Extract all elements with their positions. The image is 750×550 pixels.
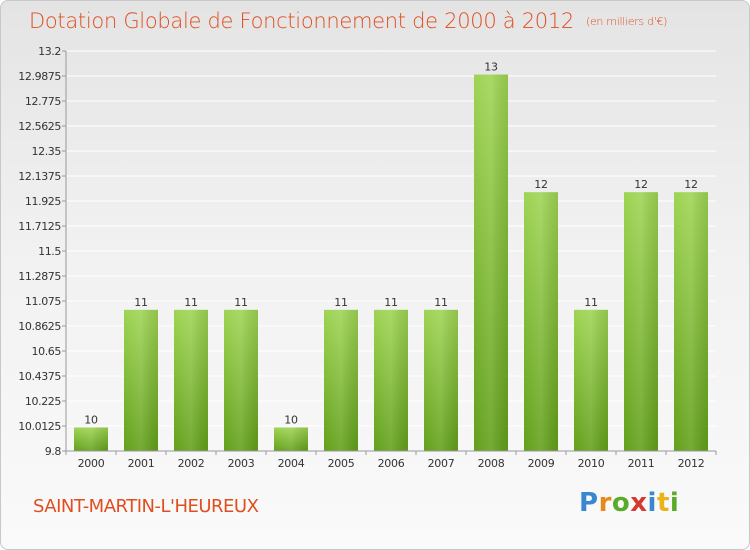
chart-title: Dotation Globale de Fonctionnement de 20… xyxy=(29,9,667,33)
y-tick-label: 11.2875 xyxy=(18,270,61,283)
data-label: 11 xyxy=(184,296,197,309)
bar-shade xyxy=(374,309,408,451)
x-tick-label: 2010 xyxy=(578,457,605,470)
data-label: 12 xyxy=(684,178,697,191)
data-label: 10 xyxy=(84,413,98,426)
y-tick-label: 10.8625 xyxy=(18,320,61,333)
y-tick-label: 11.075 xyxy=(25,295,61,308)
bar-shade xyxy=(424,309,458,451)
logo-letter: P xyxy=(579,488,599,518)
x-tick-label: 2005 xyxy=(328,457,355,470)
y-tick-label: 11.5 xyxy=(38,245,61,258)
logo-letter: t xyxy=(656,488,670,518)
y-tick-label: 12.1375 xyxy=(18,170,61,183)
bar-shade xyxy=(624,192,658,452)
bar-shade xyxy=(674,192,708,452)
x-tick-label: 2004 xyxy=(278,457,305,470)
bar-shade xyxy=(274,427,308,451)
proxiti-logo: Proxiti xyxy=(579,488,679,518)
y-tick-label: 12.5625 xyxy=(18,120,61,133)
bar-shade xyxy=(474,74,508,451)
y-tick-label: 12.9875 xyxy=(18,70,61,83)
x-tick-label: 2009 xyxy=(528,457,555,470)
data-label: 11 xyxy=(584,296,597,309)
x-tick-label: 2006 xyxy=(378,457,405,470)
x-tick-label: 2003 xyxy=(228,457,255,470)
data-labels: 10 11 11 11 10 11 11 11 13 12 11 12 12 xyxy=(84,61,698,427)
x-tick-label: 2007 xyxy=(428,457,455,470)
data-label: 11 xyxy=(384,296,397,309)
data-label: 11 xyxy=(134,296,147,309)
data-label: 11 xyxy=(234,296,247,309)
bar-shade xyxy=(324,309,358,451)
x-tick-labels: 2000 2001 2002 2003 2004 2005 2006 2007 2008 2009… xyxy=(78,457,705,470)
data-label: 12 xyxy=(534,178,547,191)
data-label: 12 xyxy=(634,178,647,191)
y-tick-label: 10.225 xyxy=(25,395,61,408)
data-label: 13 xyxy=(484,61,498,74)
y-tick-label: 12.35 xyxy=(32,145,62,158)
bar-shade xyxy=(174,309,208,451)
y-tick-label: 10.4375 xyxy=(18,370,61,383)
logo-letter: x xyxy=(630,488,648,518)
logo-letter: o xyxy=(611,488,631,518)
y-tick-labels: 9.8 10.0125 10.225 10.4375 10.65 10.8625 11.07… xyxy=(18,45,62,458)
logo-letter: i xyxy=(647,488,657,518)
axes xyxy=(65,51,717,455)
x-tick-label: 2011 xyxy=(628,457,655,470)
y-tick-label: 12.775 xyxy=(25,95,61,108)
commune-name: SAINT-MARTIN-L'HEUREUX xyxy=(33,496,259,517)
bar-shade xyxy=(224,309,258,451)
x-tick-label: 2001 xyxy=(128,457,155,470)
y-tick-label: 9.8 xyxy=(45,445,62,458)
y-tick-label: 13.2 xyxy=(38,45,61,58)
bar-shade xyxy=(74,427,108,451)
x-tick-label: 2012 xyxy=(678,457,705,470)
y-tick-label: 10.0125 xyxy=(18,420,61,433)
y-tick-label: 11.925 xyxy=(25,195,61,208)
logo-letter: i xyxy=(669,488,680,518)
bar-shade xyxy=(574,309,608,451)
y-tick-label: 10.65 xyxy=(32,345,62,358)
data-label: 11 xyxy=(334,296,347,309)
logo-letter: r xyxy=(598,488,612,518)
data-label: 11 xyxy=(434,296,447,309)
chart-subtitle: (en milliers d'€) xyxy=(585,15,668,28)
x-tick-label: 2008 xyxy=(478,457,505,470)
data-label: 10 xyxy=(284,413,298,426)
x-tick-label: 2002 xyxy=(178,457,205,470)
y-tick-label: 11.7125 xyxy=(18,220,61,233)
bar-shade xyxy=(524,192,558,452)
bars xyxy=(74,74,708,452)
x-tick-label: 2000 xyxy=(78,457,105,470)
bar-shade xyxy=(124,309,158,451)
chart-title-text: Dotation Globale de Fonctionnement de 20… xyxy=(29,9,574,33)
